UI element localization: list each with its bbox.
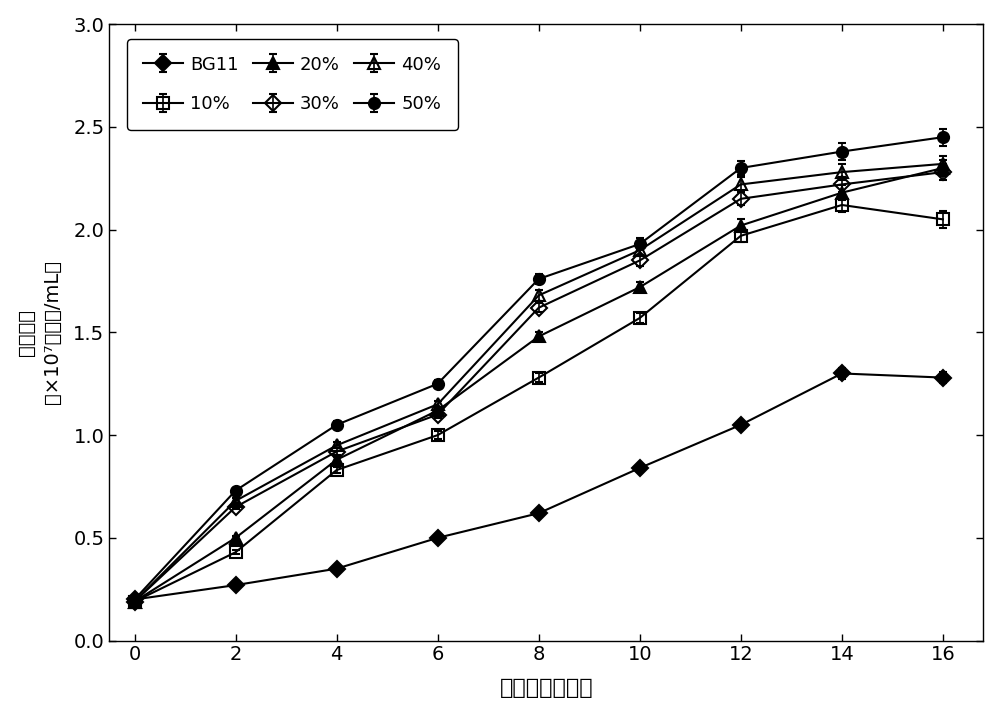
X-axis label: 培养时间（天）: 培养时间（天） — [499, 679, 593, 699]
Y-axis label: 细胞密度
（×10⁷个细胞/mL）: 细胞密度 （×10⁷个细胞/mL） — [17, 260, 62, 405]
Legend: BG11, 10%, 20%, 30%, 40%, 50%: BG11, 10%, 20%, 30%, 40%, 50% — [127, 39, 458, 129]
